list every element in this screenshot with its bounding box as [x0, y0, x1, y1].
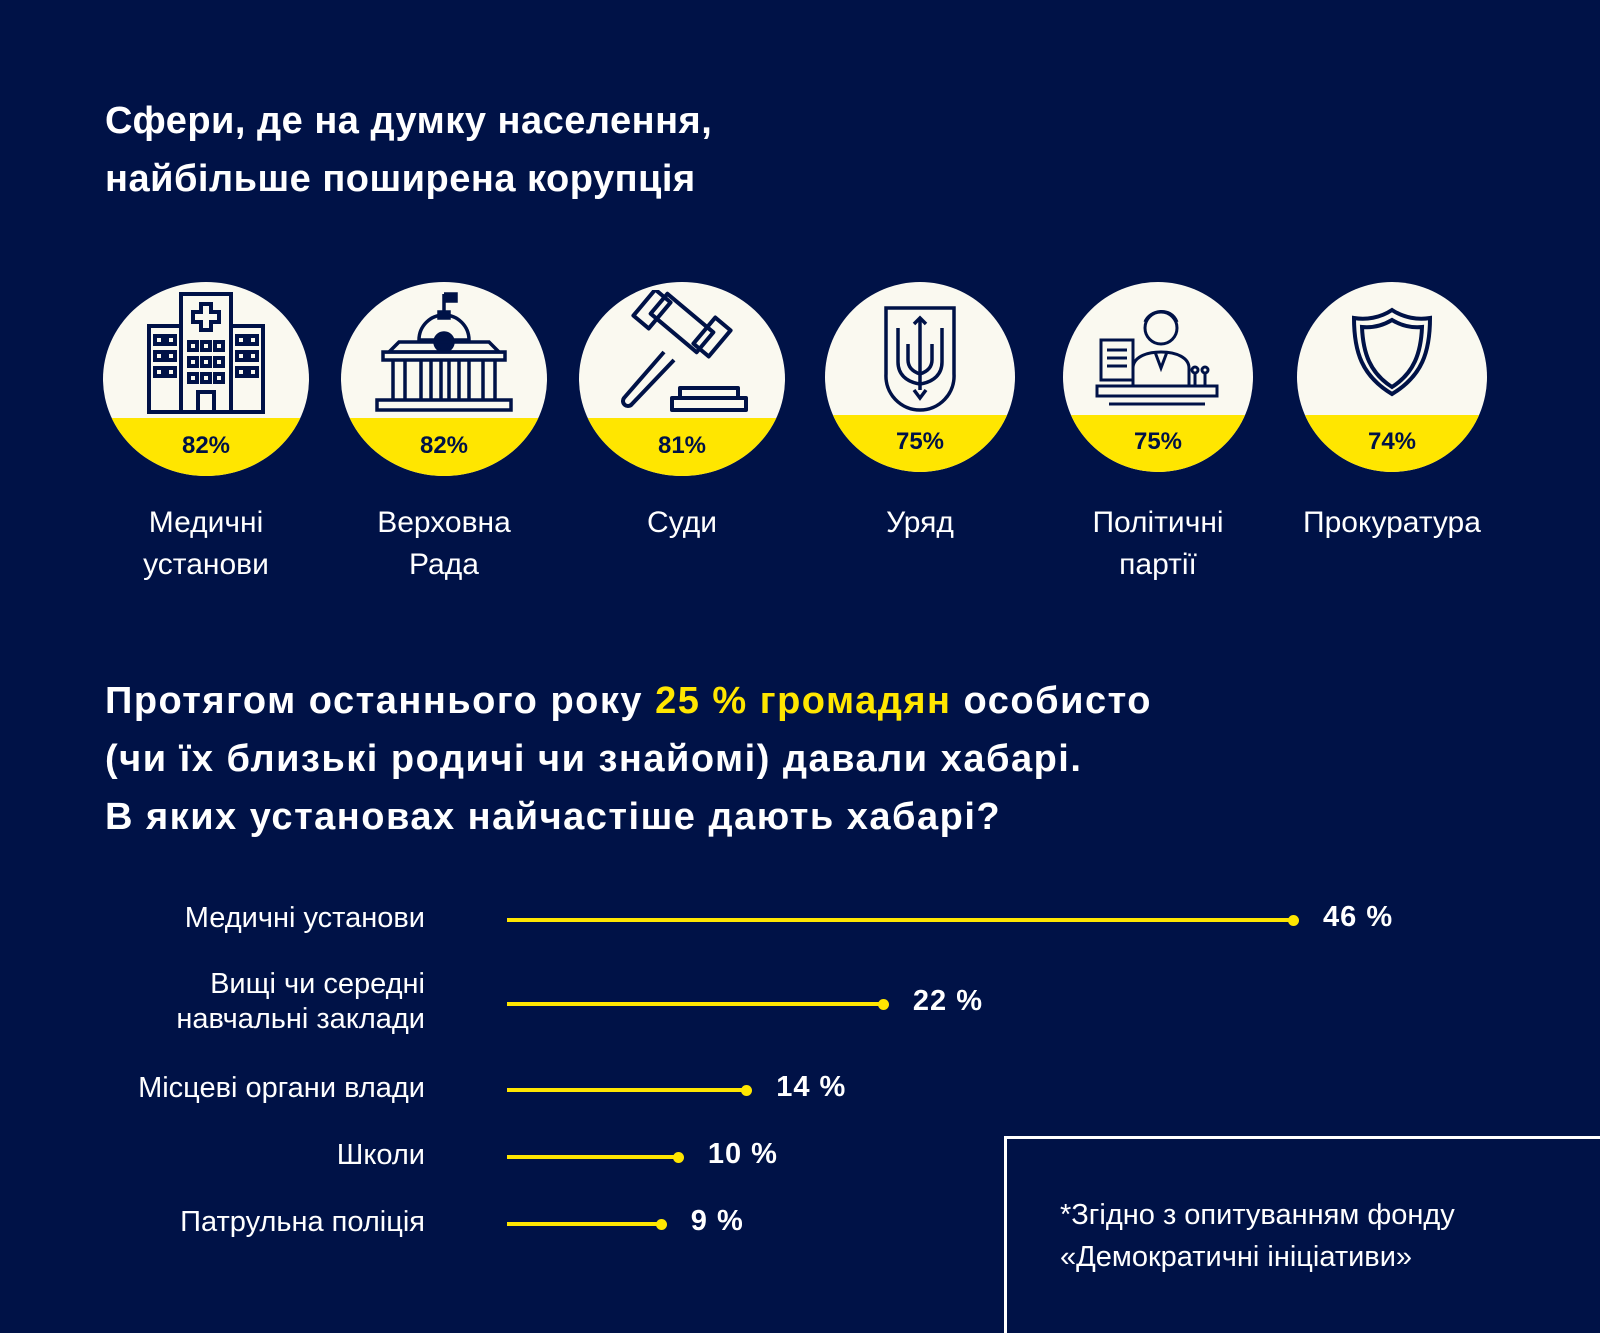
sphere-item: 82% Медичні установи [88, 282, 324, 586]
bribery-question: Протягом останнього року 25 % громадян о… [105, 672, 1152, 846]
bar [507, 1088, 747, 1092]
bar-end-dot [741, 1084, 753, 1096]
sphere-label: Політичні партії [1040, 502, 1276, 586]
sphere-fill [103, 417, 309, 476]
bar [507, 1222, 661, 1226]
question-text: Протягом останнього року [105, 680, 656, 722]
sphere-label-line: Рада [409, 548, 479, 581]
question-line-1: Протягом останнього року 25 % громадян о… [105, 672, 1152, 730]
bar-value-label: 14 % [776, 1071, 847, 1103]
sphere-label-line: Уряд [886, 506, 954, 539]
sphere-percent: 82% [181, 432, 231, 459]
bar-end-dot [672, 1151, 684, 1163]
question-highlight: 25 % громадян [655, 680, 952, 722]
sphere-circle: 75% [1063, 282, 1253, 472]
sphere-circle: 82% [341, 282, 547, 476]
sphere-percent: 82% [419, 432, 469, 459]
politician-icon [1095, 310, 1219, 406]
sphere-label-line: Верховна [377, 506, 511, 539]
shield-icon [1351, 307, 1433, 397]
sphere-label-line: Медичні [148, 506, 264, 539]
sphere-circle: 74% [1297, 282, 1487, 472]
sphere-label-line: Прокуратура [1303, 506, 1481, 539]
sphere-label: Суди [564, 502, 800, 544]
title-line-2: найбільше поширена корупція [105, 158, 696, 200]
sphere-label-line: установи [143, 548, 269, 581]
bar-category-label: Медичні установи [65, 901, 425, 936]
bar [507, 918, 1293, 922]
hospital-icon [147, 292, 265, 414]
sphere-item: 81% Суди [564, 282, 800, 544]
question-line-2: (чи їх близькі родичі чи знайомі) давали… [105, 738, 1083, 780]
sphere-circle: 75% [825, 282, 1015, 472]
page-title: Сфери, де на думку населення, найбільше … [105, 92, 712, 208]
bar-category-label-line: Вищі чи середні [210, 968, 425, 1000]
source-box [1004, 1136, 1600, 1333]
source-line: «Демократичні ініціативи» [1060, 1241, 1413, 1273]
sphere-percent: 75% [895, 428, 945, 455]
sphere-fill [341, 417, 547, 476]
bar-category-label-line: Медичні установи [184, 901, 425, 934]
bar-value-label: 9 % [690, 1205, 744, 1237]
sphere-circle: 81% [579, 282, 785, 476]
bar-value-label: 46 % [1323, 901, 1394, 933]
bar-category-label: Місцеві органи влади [65, 1071, 425, 1106]
bar-category-label-line: Школи [336, 1138, 425, 1171]
bar-category-label: Школи [65, 1138, 425, 1173]
bar-end-dot [655, 1218, 667, 1230]
bar-end-dot [877, 998, 889, 1010]
title-line-1: Сфери, де на думку населення, [105, 100, 713, 142]
bar-category-label: Патрульна поліція [65, 1205, 425, 1240]
sphere-label: Верховна Рада [326, 502, 562, 586]
bar-category-label-line: Патрульна поліція [180, 1205, 425, 1238]
sphere-label-line: Суди [647, 506, 717, 539]
source-note: *Згідно з опитуванням фонду «Демократичн… [1060, 1194, 1455, 1278]
gavel-icon [621, 290, 748, 412]
sphere-label-line: Політичні [1092, 506, 1224, 539]
sphere-circle: 82% [103, 282, 309, 476]
sphere-fill [579, 417, 785, 476]
bar-category-label-line: навчальні заклади [176, 1003, 425, 1035]
sphere-label: Медичні установи [88, 502, 324, 586]
sphere-item: 74% Прокуратура [1274, 282, 1510, 544]
sphere-percent: 81% [657, 432, 707, 459]
sphere-percent: 74% [1367, 428, 1417, 455]
question-line-3: В яких установах найчастіше дають хабарі… [105, 796, 1002, 838]
sphere-fill [1063, 415, 1253, 472]
sphere-percent: 75% [1133, 428, 1183, 455]
sphere-item: 82% Верховна Рада [326, 282, 562, 586]
question-text: особисто [951, 680, 1152, 722]
sphere-fill [1297, 415, 1487, 472]
sphere-item: 75% Політичні партії [1040, 282, 1276, 586]
bar-category-label-line: Місцеві органи влади [138, 1071, 425, 1104]
bar-value-label: 10 % [707, 1138, 778, 1170]
bar-value-label: 22 % [912, 985, 984, 1017]
sphere-fill [825, 415, 1015, 472]
sphere-item: 75% Уряд [802, 282, 1038, 544]
parliament-icon [375, 292, 513, 412]
trident-icon [884, 306, 956, 412]
bar-category-label: Вищі чи середні навчальні заклади [65, 967, 425, 1037]
bar [507, 1155, 678, 1159]
bar-end-dot [1288, 914, 1299, 926]
bar [507, 1002, 883, 1006]
source-line: *Згідно з опитуванням фонду [1060, 1199, 1455, 1231]
sphere-label: Уряд [802, 502, 1038, 544]
sphere-label-line: партії [1119, 548, 1197, 581]
sphere-label: Прокуратура [1274, 502, 1510, 544]
